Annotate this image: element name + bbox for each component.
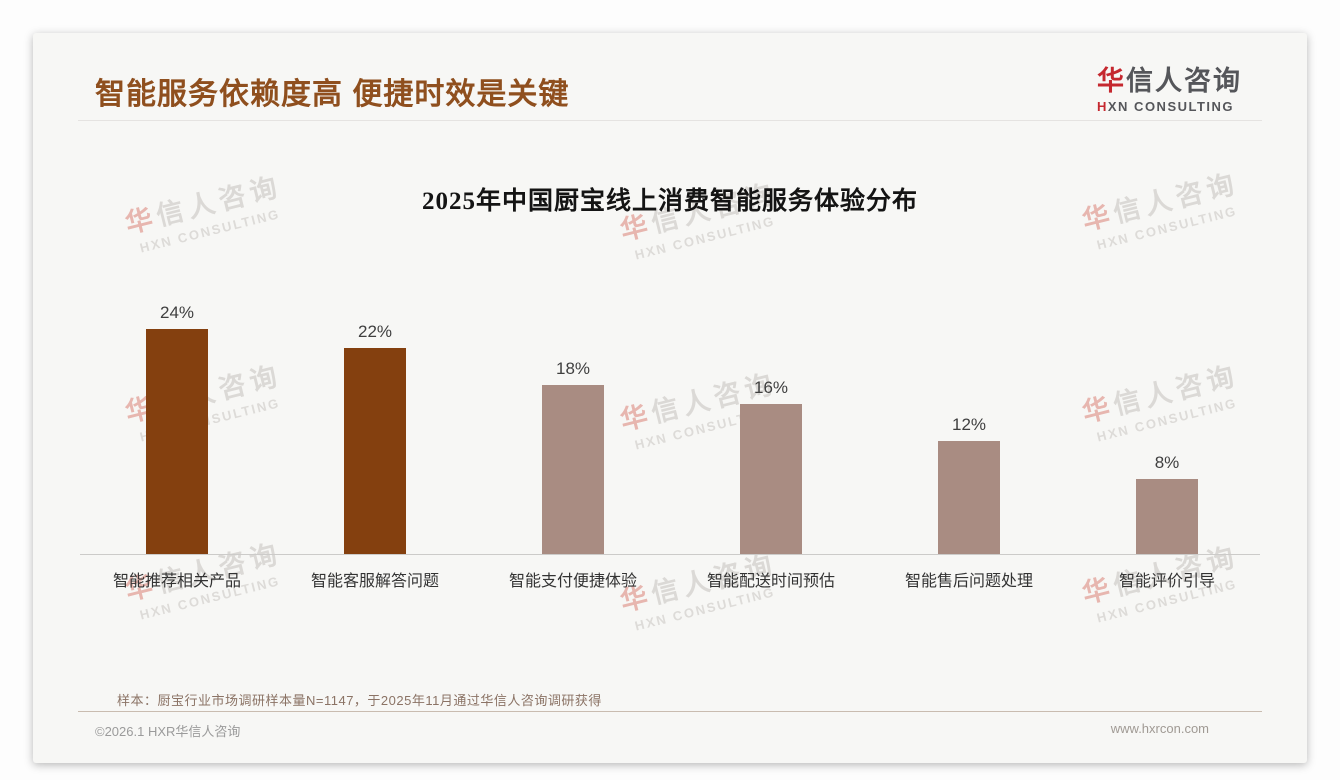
bar — [542, 385, 604, 554]
page-title: 智能服务依赖度高 便捷时效是关键 — [95, 78, 570, 111]
copyright-text: ©2026.1 HXR华信人咨询 — [95, 724, 241, 739]
bar-value-label: 12% — [951, 415, 987, 434]
bar-value-label: 16% — [753, 378, 789, 397]
bar-chart: 24% 智能推荐相关产品 22% 智能客服解答问题 18% 智能支付便捷体验 16% 智能配送… — [80, 233, 1260, 590]
bar — [938, 441, 1000, 554]
bar-value-label: 22% — [357, 322, 393, 341]
company-logo: 华信人咨询 HXN CONSULTING — [1097, 59, 1242, 114]
bar-category-label: 智能配送时间预估 — [706, 573, 835, 590]
bar-value-label: 24% — [159, 303, 195, 322]
bar — [344, 348, 406, 554]
bar-value-label: 18% — [555, 359, 591, 378]
bar — [1136, 479, 1198, 554]
logo-english-text: HXN CONSULTING — [1097, 99, 1235, 114]
slide-card: 华信人咨询 HXN CONSULTING 华信人咨询 HXN CONSULTING 华信… — [33, 33, 1307, 763]
website-text: www.hxrcon.com — [1110, 721, 1209, 736]
bar-category-label: 智能售后问题处理 — [904, 573, 1033, 590]
footer-divider — [78, 711, 1262, 712]
bar-category-label: 智能推荐相关产品 — [112, 573, 241, 590]
x-axis-line — [80, 554, 1260, 555]
logo-chinese-text: 华信人咨询 — [1097, 66, 1242, 96]
bar-category-label: 智能客服解答问题 — [310, 573, 439, 590]
header-divider — [78, 120, 1262, 121]
bar-category-label: 智能支付便捷体验 — [508, 573, 637, 590]
sample-footnote: 样本：厨宝行业市场调研样本量N=1147，于2025年11月通过华信人咨询调研获… — [117, 693, 602, 708]
chart-title: 2025年中国厨宝线上消费智能服务体验分布 — [421, 188, 918, 215]
bar-category-label: 智能评价引导 — [1118, 573, 1215, 590]
bar — [740, 404, 802, 554]
bar-value-label: 8% — [1154, 453, 1180, 472]
bar — [146, 329, 208, 554]
